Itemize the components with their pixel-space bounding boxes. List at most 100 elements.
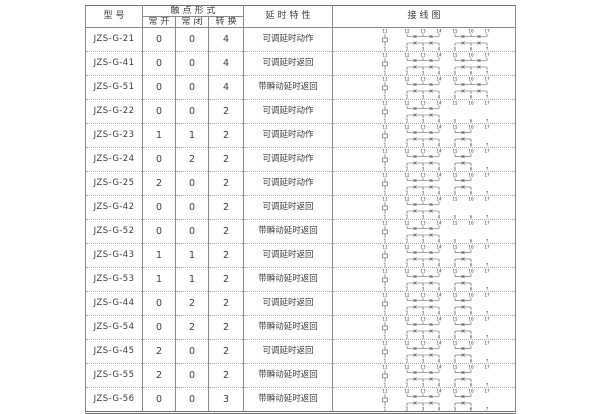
normally-closed-count-cell: 0: [175, 363, 209, 388]
svg-text:12: 12: [404, 293, 410, 298]
svg-text:15: 15: [452, 389, 458, 394]
svg-text:7: 7: [486, 287, 489, 292]
svg-text:12: 12: [404, 197, 410, 202]
changeover-count-cell: 4: [207, 75, 245, 100]
svg-text:7: 7: [486, 311, 489, 316]
svg-text:6: 6: [470, 239, 473, 244]
svg-text:1: 1: [384, 191, 387, 196]
changeover-count-cell: 3: [207, 387, 245, 413]
svg-text:15: 15: [452, 29, 458, 34]
svg-text:14: 14: [436, 53, 442, 58]
normally-closed-count-cell: 0: [175, 51, 209, 76]
svg-text:16: 16: [468, 293, 474, 298]
table-header: 型号 触点形式 延时特性 接线图 常开 常闭 转换: [85, 5, 517, 28]
svg-text:11: 11: [382, 221, 388, 226]
changeover-count-cell: 2: [207, 171, 245, 196]
svg-text:15: 15: [452, 125, 458, 130]
model-cell: JZS-G-45: [85, 339, 143, 364]
delay-characteristic-cell: 带瞬动延时返回: [243, 315, 334, 340]
normally-closed-count-cell: 0: [175, 27, 209, 52]
svg-text:4: 4: [438, 167, 441, 172]
svg-text:17: 17: [484, 365, 490, 370]
svg-text:15: 15: [452, 101, 458, 106]
svg-text:17: 17: [484, 389, 490, 394]
model-cell: JZS-G-55: [85, 363, 143, 388]
svg-text:14: 14: [436, 29, 442, 34]
svg-text:2: 2: [406, 119, 409, 124]
svg-text:7: 7: [486, 119, 489, 124]
svg-text:12: 12: [404, 389, 410, 394]
svg-text:12: 12: [404, 53, 410, 58]
svg-text:2: 2: [406, 167, 409, 172]
table-row: JZS-G-52 0 0 2 带瞬动延时返回 11 1 12 13 14 2 3 4 15 16 1…: [85, 219, 517, 244]
wiring-diagram-cell: 11 1 12 13 14 2 3 4 15 16 17 5 6 7: [332, 291, 517, 316]
svg-text:5: 5: [454, 335, 457, 340]
svg-text:2: 2: [406, 143, 409, 148]
col-header-wiring: 接线图: [332, 5, 517, 28]
svg-text:13: 13: [420, 149, 426, 154]
svg-text:7: 7: [486, 239, 489, 244]
normally-open-count-cell: 1: [142, 267, 176, 292]
svg-text:2: 2: [406, 215, 409, 220]
delay-characteristic-cell: 带瞬动延时返回: [243, 219, 334, 244]
svg-text:1: 1: [384, 335, 387, 340]
svg-text:2: 2: [406, 407, 409, 412]
svg-text:12: 12: [404, 317, 410, 322]
table-row: JZS-G-22 0 0 2 可调延时动作 11 1 12 13 14 2 3 4 15 16 17…: [85, 99, 517, 124]
svg-text:1: 1: [384, 407, 387, 412]
svg-text:15: 15: [452, 173, 458, 178]
wiring-diagram-cell: 11 1 12 13 14 2 3 4 15 16 17 5 6 7: [332, 147, 517, 172]
svg-text:3: 3: [422, 95, 425, 100]
normally-closed-count-cell: 0: [175, 99, 209, 124]
svg-text:4: 4: [438, 95, 441, 100]
svg-text:16: 16: [468, 125, 474, 130]
svg-text:7: 7: [486, 383, 489, 388]
svg-text:17: 17: [484, 245, 490, 250]
svg-text:1: 1: [384, 263, 387, 268]
svg-text:6: 6: [470, 263, 473, 268]
svg-text:7: 7: [486, 191, 489, 196]
svg-text:13: 13: [420, 269, 426, 274]
svg-text:5: 5: [454, 239, 457, 244]
normally-open-count-cell: 0: [142, 195, 176, 220]
delay-characteristic-cell: 可调延时动作: [243, 99, 334, 124]
svg-text:14: 14: [436, 365, 442, 370]
svg-text:16: 16: [468, 149, 474, 154]
header-row-top: 型号 触点形式 延时特性 接线图: [85, 5, 517, 28]
svg-text:3: 3: [422, 335, 425, 340]
svg-text:12: 12: [404, 245, 410, 250]
svg-text:6: 6: [470, 191, 473, 196]
changeover-count-cell: 2: [207, 147, 245, 172]
svg-text:12: 12: [404, 29, 410, 34]
svg-text:7: 7: [486, 71, 489, 76]
col-header-delay: 延时特性: [243, 5, 334, 28]
wiring-diagram-cell: 11 1 12 13 14 2 3 4 15 16 17 5 6 7: [332, 363, 517, 388]
model-cell: JZS-G-54: [85, 315, 143, 340]
svg-text:12: 12: [404, 365, 410, 370]
svg-text:16: 16: [468, 245, 474, 250]
changeover-count-cell: 2: [207, 219, 245, 244]
svg-text:5: 5: [454, 167, 457, 172]
svg-text:11: 11: [382, 173, 388, 178]
svg-text:13: 13: [420, 29, 426, 34]
normally-closed-count-cell: 2: [175, 147, 209, 172]
svg-text:11: 11: [382, 29, 388, 34]
svg-text:7: 7: [486, 47, 489, 52]
svg-text:5: 5: [454, 95, 457, 100]
svg-text:5: 5: [454, 407, 457, 412]
svg-text:14: 14: [436, 221, 442, 226]
changeover-count-cell: 2: [207, 267, 245, 292]
svg-text:2: 2: [406, 359, 409, 364]
svg-text:6: 6: [470, 311, 473, 316]
svg-text:3: 3: [422, 47, 425, 52]
svg-text:3: 3: [422, 215, 425, 220]
svg-text:1: 1: [384, 359, 387, 364]
model-cell: JZS-G-41: [85, 51, 143, 76]
svg-text:17: 17: [484, 173, 490, 178]
svg-text:14: 14: [436, 317, 442, 322]
svg-text:5: 5: [454, 359, 457, 364]
